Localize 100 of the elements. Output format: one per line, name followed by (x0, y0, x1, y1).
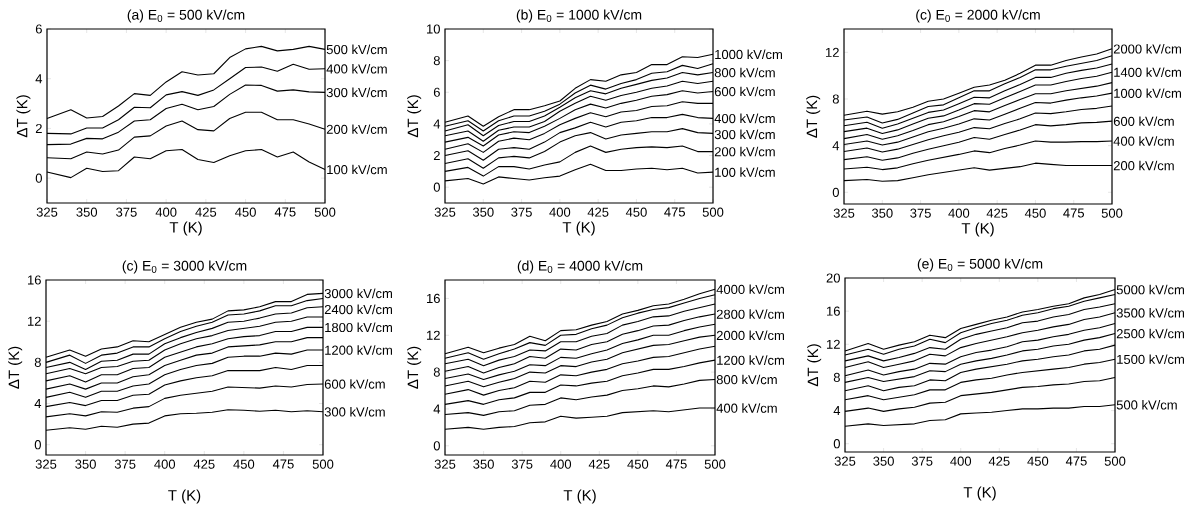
y-axis-title: ΔT (K) (806, 95, 821, 138)
x-tick-label: 375 (511, 207, 532, 217)
x-tick-label: 450 (1024, 208, 1046, 218)
series-label: 400 kV/cm (326, 63, 387, 74)
y-axis-title: ΔT (K) (16, 95, 31, 138)
x-tick-label: 475 (274, 207, 296, 217)
x-tick-label: 500 (312, 459, 334, 469)
y-tick-label: 12 (427, 330, 440, 340)
y-tick-label: 4 (833, 406, 841, 416)
y-tick-label: 2 (433, 151, 440, 161)
x-tick-label: 375 (116, 207, 137, 217)
series-label: 1500 kV/cm (1117, 354, 1184, 364)
y-tick-label: 8 (433, 367, 440, 377)
x-tick-label: 375 (911, 456, 933, 466)
chart-title: (c) E$_{0}$ = 3000 kV/cm (122, 260, 247, 274)
y-tick-label: 8 (433, 56, 440, 66)
x-tick-label: 450 (625, 207, 647, 217)
x-tick-label: 475 (1063, 208, 1085, 218)
x-tick-label: 500 (1101, 208, 1123, 218)
x-tick-label: 375 (910, 208, 931, 218)
x-axis-title: T (K) (563, 489, 596, 504)
y-tick-label: 6 (35, 24, 42, 34)
series-label: 800 kV/cm (714, 67, 775, 78)
y-tick-label: 0 (433, 182, 440, 192)
series-label: 2000 kV/cm (1113, 44, 1181, 54)
x-tick-label: 325 (834, 456, 856, 466)
series-label: 800 kV/cm (716, 374, 777, 385)
y-tick-label: 12 (27, 316, 41, 326)
x-tick-label: 350 (873, 456, 894, 466)
y-axis-title: ΔT (K) (807, 344, 822, 387)
y-tick-label: 20 (826, 273, 840, 283)
y-tick-label: 16 (427, 293, 440, 304)
x-tick-label: 425 (588, 459, 610, 469)
series-label: 1200 kV/cm (325, 345, 392, 355)
x-tick-label: 400 (948, 208, 970, 218)
series-label: 1000 kV/cm (1114, 88, 1181, 98)
chart-title: (c) E$_{0}$ = 2000 kV/cm (916, 9, 1040, 23)
y-tick-label: 8 (34, 357, 41, 367)
series-label: 1800 kV/cm (325, 322, 392, 333)
series-label: 400 kV/cm (716, 403, 777, 413)
y-tick-label: 12 (826, 47, 839, 57)
series-label: 300 kV/cm (326, 87, 387, 98)
series-label: 2400 kV/cm (324, 304, 392, 315)
x-tick-label: 325 (434, 459, 456, 469)
x-axis-title: T (K) (169, 221, 202, 236)
x-axis-title: T (K) (562, 221, 595, 236)
series-label: 2800 kV/cm (716, 309, 784, 319)
series-label: 300 kV/cm (714, 129, 775, 140)
series-label: 500 kV/cm (326, 44, 387, 55)
series-label: 1000 kV/cm (715, 49, 782, 60)
series-label: 100 kV/cm (327, 164, 387, 175)
x-tick-label: 325 (833, 208, 855, 218)
x-tick-label: 450 (627, 459, 649, 469)
x-tick-label: 475 (665, 459, 687, 469)
series-label: 2500 kV/cm (1116, 328, 1184, 339)
x-tick-label: 350 (473, 459, 494, 469)
y-tick-label: 0 (832, 187, 839, 197)
chart-title: (b) E$_{0}$ = 1000 kV/cm (516, 9, 642, 23)
x-tick-label: 475 (1065, 456, 1087, 466)
y-tick-label: 0 (833, 439, 840, 449)
series-label: 200 kV/cm (326, 124, 387, 134)
x-tick-label: 450 (235, 207, 256, 217)
x-tick-label: 375 (511, 459, 533, 469)
x-tick-label: 425 (587, 207, 609, 217)
y-tick-label: 10 (427, 24, 440, 34)
x-tick-label: 475 (272, 459, 294, 469)
series-label: 600 kV/cm (324, 379, 385, 389)
y-tick-label: 0 (433, 441, 440, 451)
x-tick-label: 500 (702, 207, 724, 217)
y-tick-label: 16 (827, 306, 840, 316)
series-label: 200 kV/cm (1113, 160, 1174, 171)
series-label: 600 kV/cm (1113, 116, 1174, 126)
x-tick-label: 425 (195, 207, 217, 217)
x-tick-label: 400 (950, 456, 972, 466)
x-tick-label: 450 (1027, 456, 1049, 466)
x-tick-label: 325 (36, 207, 58, 217)
x-tick-label: 450 (233, 459, 255, 469)
series-label: 1400 kV/cm (1114, 67, 1181, 77)
series-label: 1200 kV/cm (717, 355, 784, 365)
x-tick-label: 425 (988, 456, 1010, 466)
series-label: 3500 kV/cm (1116, 308, 1184, 318)
y-tick-label: 4 (433, 404, 441, 414)
y-tick-label: 4 (34, 399, 42, 408)
x-tick-label: 400 (550, 459, 572, 469)
y-tick-label: 4 (433, 119, 441, 129)
y-tick-label: 4 (832, 141, 840, 151)
y-tick-label: 4 (35, 74, 43, 84)
x-tick-label: 500 (1104, 456, 1126, 466)
y-tick-label: 8 (832, 94, 839, 104)
y-tick-label: 8 (833, 372, 840, 383)
x-tick-label: 500 (704, 459, 726, 469)
x-tick-label: 475 (664, 207, 686, 217)
chart-title: (e) E$_{0}$ = 5000 kV/cm (917, 258, 1043, 272)
x-tick-label: 425 (193, 459, 215, 469)
y-tick-label: 0 (34, 440, 41, 450)
x-tick-label: 350 (76, 207, 98, 217)
y-tick-label: 12 (827, 339, 840, 349)
series-label: 600 kV/cm (714, 86, 775, 97)
x-tick-label: 350 (472, 207, 494, 217)
x-tick-label: 325 (434, 207, 456, 217)
